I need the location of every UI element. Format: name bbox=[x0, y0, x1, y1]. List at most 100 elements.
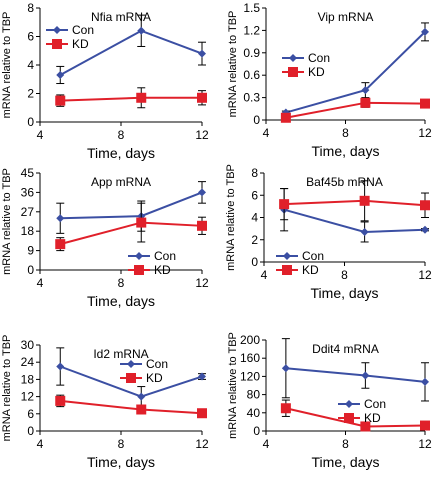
data-point-con bbox=[198, 188, 206, 197]
legend-label-kd: KD bbox=[146, 371, 163, 385]
chart-panel-2: 0 0.3 0.6 0.9 1.2 1.5 4 8 12 Vip mRNA Time, days mR… bbox=[227, 1, 432, 159]
x-tick-label: 8 bbox=[341, 268, 348, 282]
y-axis-label: mRNA relative to TBP bbox=[227, 11, 239, 118]
legend-marker-con bbox=[135, 252, 143, 260]
x-tick-label: 4 bbox=[37, 128, 44, 142]
y-axis-label: mRNA relative to TBP bbox=[1, 335, 13, 442]
data-point-con bbox=[137, 392, 146, 401]
data-point-kd bbox=[359, 195, 370, 206]
series-line-kd bbox=[60, 96, 202, 102]
y-tick-label: 27 bbox=[21, 205, 35, 219]
y-tick-label: 6 bbox=[251, 188, 258, 202]
data-point-con bbox=[56, 214, 65, 223]
y-tick-label: 18 bbox=[21, 372, 35, 386]
chart-title: Ddit4 mRNA bbox=[312, 342, 379, 356]
data-point-con bbox=[198, 49, 206, 58]
chart-panel-4: 0 2 4 6 8 4 8 12 Baf45b mRNA Time, days mRNA relat… bbox=[225, 164, 432, 301]
y-tick-label: 0.6 bbox=[243, 68, 260, 82]
legend-marker-kd bbox=[288, 67, 298, 77]
x-tick-label: 4 bbox=[37, 276, 44, 290]
x-tick-label: 8 bbox=[118, 437, 125, 451]
x-tick-label: 8 bbox=[342, 126, 349, 140]
y-tick-label: 0 bbox=[253, 113, 260, 127]
y-tick-label: 6 bbox=[27, 407, 34, 421]
x-tick-label: 8 bbox=[118, 128, 125, 142]
data-point-con bbox=[56, 70, 65, 79]
y-tick-label: 80 bbox=[247, 388, 261, 402]
chart-panel-6: 0 40 80 120 160 200 4 8 12 Ddit4 mRNA Time, days mR… bbox=[227, 332, 432, 470]
y-tick-label: 0 bbox=[251, 255, 258, 269]
legend-label-con: Con bbox=[72, 23, 94, 37]
y-tick-label: 2 bbox=[27, 87, 34, 101]
y-tick-label: 0.9 bbox=[243, 46, 260, 60]
data-point-kd bbox=[420, 200, 430, 211]
series-line-kd bbox=[285, 101, 426, 119]
series-line-con bbox=[60, 191, 203, 220]
y-tick-label: 0.3 bbox=[243, 91, 260, 105]
chart-title: Vip mRNA bbox=[318, 10, 374, 24]
y-tick-label: 4 bbox=[27, 58, 34, 72]
legend-marker-con bbox=[283, 252, 291, 260]
data-point-kd bbox=[360, 421, 371, 432]
data-point-kd bbox=[136, 92, 147, 103]
data-point-kd bbox=[55, 239, 66, 250]
legend-marker-con bbox=[345, 400, 353, 408]
y-tick-label: 36 bbox=[21, 185, 35, 199]
data-point-con bbox=[361, 371, 370, 380]
series-line-con bbox=[285, 31, 426, 114]
y-tick-label: 200 bbox=[240, 333, 260, 347]
x-tick-label: 12 bbox=[195, 437, 209, 451]
x-tick-label: 12 bbox=[418, 126, 432, 140]
data-point-kd bbox=[55, 95, 66, 106]
y-tick-label: 9 bbox=[27, 244, 34, 258]
legend-marker-con bbox=[289, 54, 297, 62]
x-tick-label: 12 bbox=[418, 437, 432, 451]
y-axis-label: mRNA relative to TBP bbox=[1, 12, 13, 119]
data-point-kd bbox=[280, 112, 291, 123]
legend-label-kd: KD bbox=[302, 263, 319, 277]
series-line-con bbox=[283, 208, 426, 233]
y-tick-label: 45 bbox=[21, 166, 35, 180]
data-point-con bbox=[56, 362, 65, 371]
legend-marker-kd bbox=[344, 413, 354, 423]
series-line-kd bbox=[59, 221, 203, 246]
y-tick-label: 18 bbox=[21, 224, 35, 238]
chart-title: App mRNA bbox=[91, 175, 151, 189]
y-tick-label: 0 bbox=[27, 424, 34, 438]
y-tick-label: 2 bbox=[251, 233, 258, 247]
data-point-kd bbox=[55, 395, 66, 406]
data-point-con bbox=[281, 364, 290, 373]
series-line-kd bbox=[60, 399, 203, 415]
chart-title: Baf45b mRNA bbox=[306, 175, 383, 189]
y-tick-label: 1.5 bbox=[243, 1, 260, 15]
y-tick-label: 0 bbox=[27, 115, 34, 129]
data-point-kd bbox=[197, 92, 207, 103]
data-point-kd bbox=[279, 199, 290, 210]
y-tick-label: 4 bbox=[251, 211, 258, 225]
x-axis-label: Time, days bbox=[87, 454, 155, 470]
y-tick-label: 30 bbox=[21, 338, 35, 352]
chart-panel-5: 0 6 12 18 24 30 4 8 12 Id2 mRNA Time, days mRNA rel… bbox=[1, 335, 209, 470]
y-axis-label: mRNA relative to TBP bbox=[225, 164, 237, 271]
x-tick-label: 12 bbox=[418, 268, 432, 282]
y-tick-label: 0 bbox=[27, 263, 34, 277]
legend-label-con: Con bbox=[302, 249, 324, 263]
legend-marker-kd bbox=[52, 39, 62, 49]
y-tick-label: 120 bbox=[240, 369, 260, 383]
x-tick-label: 12 bbox=[195, 276, 209, 290]
data-point-kd bbox=[280, 403, 291, 414]
data-point-con bbox=[360, 227, 369, 236]
y-tick-label: 40 bbox=[247, 406, 261, 420]
legend-marker-kd bbox=[282, 265, 292, 275]
y-tick-label: 0 bbox=[253, 424, 260, 438]
legend-label-con: Con bbox=[146, 357, 168, 371]
data-point-kd bbox=[420, 420, 430, 431]
data-point-con bbox=[198, 372, 206, 381]
x-axis-label: Time, days bbox=[87, 293, 155, 309]
legend-label-kd: KD bbox=[364, 411, 381, 425]
legend-marker-kd bbox=[134, 265, 144, 275]
data-point-kd bbox=[420, 98, 430, 109]
data-point-kd bbox=[360, 97, 371, 108]
data-point-con bbox=[137, 26, 146, 35]
